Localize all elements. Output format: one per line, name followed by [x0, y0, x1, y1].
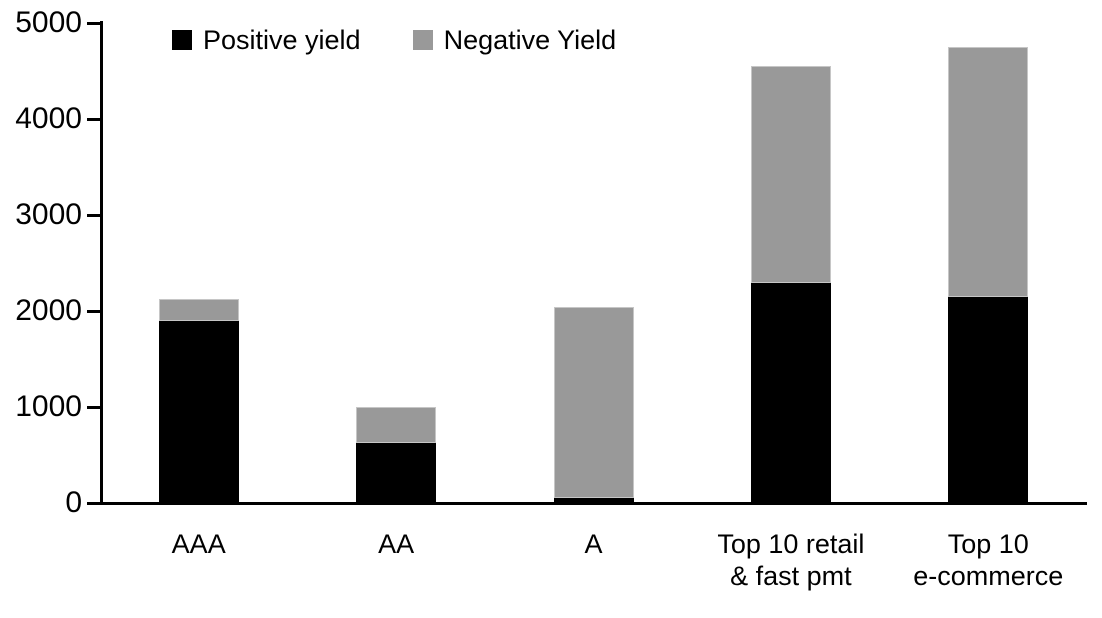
- legend-label: Negative Yield: [443, 25, 617, 55]
- y-tick-0: [87, 501, 100, 505]
- bar-top-10-retail-fast-pmt-positive: [750, 283, 831, 503]
- bar-top-10-retail-fast-pmt-negative: [750, 66, 831, 284]
- bar-aa-negative: [356, 407, 437, 443]
- y-tick-label-0: 0: [65, 486, 82, 519]
- x-category-label-a: A: [584, 529, 603, 559]
- bar-top-10-e-commerce-positive: [948, 296, 1029, 503]
- bar-top-10-e-commerce-negative: [948, 47, 1029, 297]
- legend-item-positive-yield: Positive yield: [172, 25, 361, 55]
- y-tick-label-1000: 1000: [15, 390, 82, 423]
- legend-item-negative-yield: Negative Yield: [412, 25, 617, 55]
- y-tick-5000: [87, 21, 100, 25]
- x-category-label-aa: AA: [378, 529, 415, 559]
- y-tick-3000: [87, 213, 100, 217]
- bar-aa-positive: [356, 442, 437, 503]
- y-tick-1000: [87, 405, 100, 409]
- y-tick-label-3000: 3000: [15, 198, 82, 231]
- bar-a-positive: [553, 498, 634, 503]
- legend-swatch-icon: [172, 30, 192, 50]
- x-category-label-top-10-e-commerce: Top 10 e-commerce: [913, 529, 1064, 591]
- x-category-label-aaa: AAA: [171, 529, 226, 559]
- bar-aaa-negative: [158, 299, 239, 321]
- y-tick-label-2000: 2000: [15, 294, 82, 327]
- y-tick-2000: [87, 309, 100, 313]
- x-category-label-top-10-retail-fast-pmt: Top 10 retail & fast pmt: [717, 529, 865, 591]
- bar-a-negative: [553, 307, 634, 499]
- y-tick-4000: [87, 117, 100, 121]
- y-tick-label-5000: 5000: [15, 6, 82, 39]
- legend-swatch-icon: [412, 30, 433, 50]
- y-axis-line: [100, 21, 103, 505]
- legend-label: Positive yield: [203, 25, 361, 55]
- x-axis-line: [100, 502, 1087, 505]
- bar-aaa-positive: [158, 320, 239, 503]
- chart-legend: Positive yield Negative Yield: [172, 25, 616, 55]
- y-tick-label-4000: 4000: [15, 102, 82, 135]
